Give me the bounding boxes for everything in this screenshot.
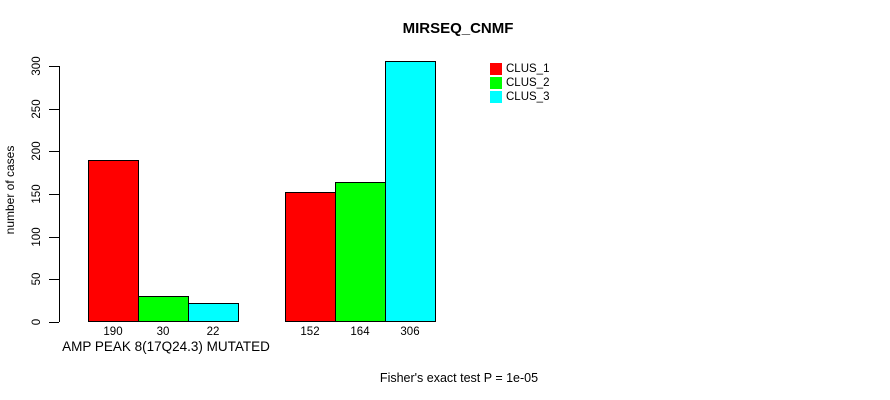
bar-clus_1-group1 [88, 160, 139, 322]
y-axis-tick-label: 200 [31, 141, 43, 161]
bar-value-label: 30 [156, 326, 170, 338]
y-axis-tick [49, 237, 59, 238]
bar-value-label: 190 [103, 326, 123, 338]
y-axis-tick-label: 300 [31, 56, 43, 76]
bar-value-label: 164 [350, 326, 370, 338]
y-axis-tick-label: 150 [31, 184, 43, 204]
chart-title: MIRSEQ_CNMF [402, 20, 514, 37]
legend-item-clus_1: CLUS_1 [490, 63, 549, 75]
bar-clus_3-group2 [385, 61, 436, 322]
y-axis-tick [49, 279, 59, 280]
y-axis-tick [49, 151, 59, 152]
bar-clus_3-group1 [188, 303, 239, 322]
y-axis-tick [49, 194, 59, 195]
y-axis-line [59, 66, 60, 322]
fisher-test-note: Fisher's exact test P = 1e-05 [379, 371, 539, 385]
y-axis-tick-label: 250 [31, 99, 43, 119]
legend-item-label: CLUS_3 [506, 91, 550, 103]
legend-item-clus_2: CLUS_2 [490, 77, 549, 89]
y-axis-tick-label: 100 [31, 227, 43, 247]
y-axis-tick-label: 50 [31, 272, 43, 286]
bar-value-label: 152 [300, 326, 320, 338]
y-axis-tick [49, 66, 59, 67]
bar-value-label: 22 [206, 326, 220, 338]
legend-item-label: CLUS_1 [506, 63, 550, 75]
bar-clus_2-group1 [138, 296, 189, 322]
y-axis-tick [49, 109, 59, 110]
legend-item-label: CLUS_2 [506, 77, 550, 89]
y-axis-tick [49, 322, 59, 323]
x-axis-annotation: AMP PEAK 8(17Q24.3) MUTATED [62, 339, 270, 354]
legend-swatch [490, 77, 502, 89]
legend-swatch [490, 91, 502, 103]
y-axis-tick-label: 0 [31, 318, 43, 326]
y-axis-title: number of cases [3, 145, 17, 235]
bar-clus_1-group2 [285, 192, 336, 322]
bar-clus_2-group2 [335, 182, 386, 322]
bar-value-label: 306 [400, 326, 420, 338]
legend-swatch [490, 63, 502, 75]
legend-item-clus_3: CLUS_3 [490, 91, 549, 103]
